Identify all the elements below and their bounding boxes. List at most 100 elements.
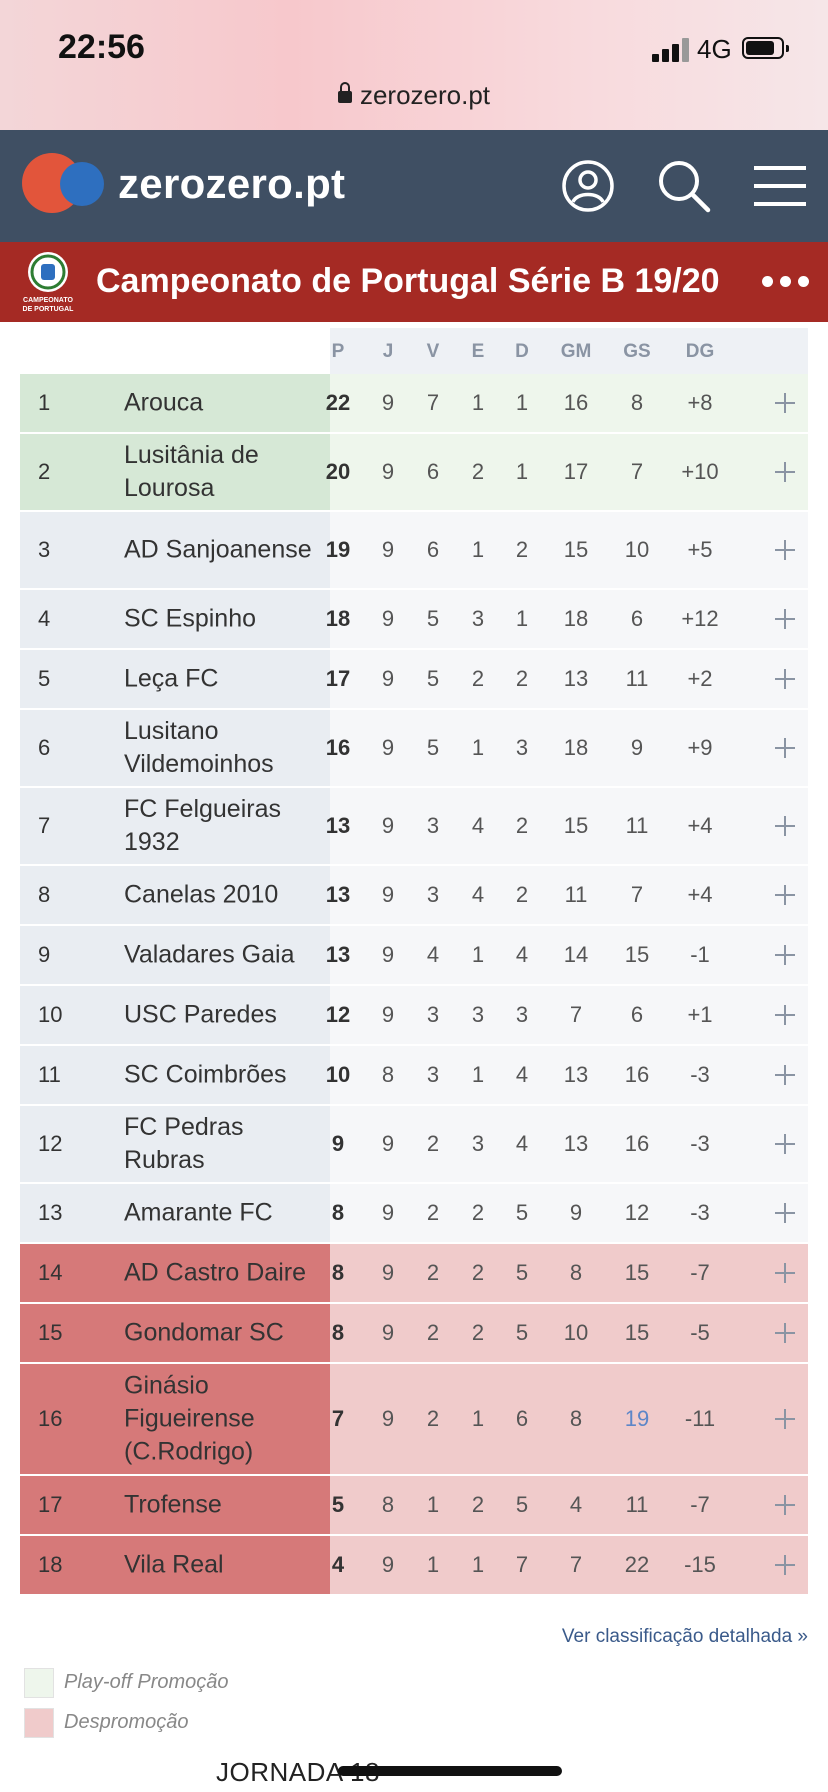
standings-table: P J V E D GM GS DG 1 Arouca 22 9 7 1 1 16 8 +8 2 Lusitânia… (20, 328, 808, 1596)
team-name[interactable]: Trofense (124, 1490, 222, 1519)
team-name[interactable]: Vila Real (124, 1550, 224, 1579)
expand-row-icon[interactable] (775, 462, 795, 482)
stat-p: 22 (325, 390, 351, 415)
expand-row-icon[interactable] (775, 669, 795, 689)
stat-j: 9 (381, 882, 395, 907)
stat-p: 13 (325, 942, 351, 967)
table-row[interactable]: 3 AD Sanjoanense 19 9 6 1 2 15 10 +5 (20, 512, 808, 590)
expand-row-icon[interactable] (775, 1555, 795, 1575)
team-name[interactable]: AD Castro Daire (124, 1258, 306, 1287)
column-header-dg[interactable]: DG (685, 341, 715, 362)
expand-row-icon[interactable] (775, 1065, 795, 1085)
expand-row-icon[interactable] (775, 1263, 795, 1283)
table-row[interactable]: 2 Lusitânia de Lourosa 20 9 6 2 1 17 7 +10 (20, 434, 808, 512)
position: 4 (38, 606, 51, 631)
table-row[interactable]: 13 Amarante FC 8 9 2 2 5 9 12 -3 (20, 1184, 808, 1244)
team-name[interactable]: SC Coimbrões (124, 1060, 287, 1089)
table-row[interactable]: 18 Vila Real 4 9 1 1 7 7 22 -15 (20, 1536, 808, 1596)
table-row[interactable]: 5 Leça FC 17 9 5 2 2 13 11 +2 (20, 650, 808, 710)
expand-row-icon[interactable] (775, 1134, 795, 1154)
team-name[interactable]: Arouca (124, 388, 204, 417)
table-body: 1 Arouca 22 9 7 1 1 16 8 +8 2 Lusitânia de Lourosa 2… (20, 374, 808, 1596)
stat-dg: -15 (684, 1552, 716, 1577)
expand-row-icon[interactable] (775, 1005, 795, 1025)
position: 18 (38, 1552, 63, 1577)
expand-row-icon[interactable] (775, 816, 795, 836)
table-row[interactable]: 12 FC Pedras Rubras 9 9 2 3 4 13 16 -3 (20, 1106, 808, 1184)
expand-row-icon[interactable] (775, 609, 795, 629)
expand-row-icon[interactable] (775, 945, 795, 965)
competition-title[interactable]: Campeonato de Portugal Série B 19/20 (96, 262, 720, 300)
stat-gm: 4 (569, 1492, 583, 1517)
team-name[interactable]: SC Espinho (124, 604, 257, 633)
address-bar[interactable]: zerozero.pt (0, 80, 828, 111)
team-name[interactable]: AD Sanjoanense (124, 535, 312, 564)
table-row[interactable]: 9 Valadares Gaia 13 9 4 1 4 14 15 -1 (20, 926, 808, 986)
team-name[interactable]: Canelas 2010 (124, 880, 279, 909)
stat-gs: 19 (624, 1406, 650, 1431)
table-row[interactable]: 16 Ginásio Figueirense (C.Rodrigo) 7 9 2 1 6 8 1… (20, 1364, 808, 1476)
column-header-p[interactable]: P (331, 341, 345, 362)
stat-j: 9 (381, 942, 395, 967)
team-name[interactable]: Amarante FC (124, 1198, 273, 1227)
table-row[interactable]: 8 Canelas 2010 13 9 3 4 2 11 7 +4 (20, 866, 808, 926)
position: 11 (38, 1062, 61, 1087)
stat-gm: 16 (563, 390, 589, 415)
table-row[interactable]: 7 FC Felgueiras 1932 13 9 3 4 2 15 11 +4 (20, 788, 808, 866)
menu-icon[interactable] (752, 158, 808, 214)
stat-e: 1 (471, 1552, 485, 1577)
stat-p: 7 (331, 1406, 345, 1431)
table-row[interactable]: 6 Lusitano Vildemoinhos 16 9 5 1 3 18 9 +9 (20, 710, 808, 788)
column-header-d[interactable]: D (515, 341, 529, 362)
stat-j: 9 (381, 735, 395, 760)
team-name[interactable]: FC Pedras Rubras (124, 1113, 244, 1174)
user-icon[interactable] (560, 158, 616, 214)
column-header-gm[interactable]: GM (560, 341, 592, 362)
stat-gs: 16 (624, 1062, 650, 1087)
team-name[interactable]: Gondomar SC (124, 1318, 284, 1347)
position: 3 (38, 537, 51, 562)
stat-d: 4 (515, 942, 529, 967)
stat-gm: 7 (569, 1002, 583, 1027)
expand-row-icon[interactable] (775, 393, 795, 413)
table-row[interactable]: 1 Arouca 22 9 7 1 1 16 8 +8 (20, 374, 808, 434)
home-indicator[interactable] (338, 1766, 562, 1776)
team-name[interactable]: Lusitânia de Lourosa (124, 441, 259, 502)
stat-gm: 13 (563, 666, 589, 691)
stat-dg: +1 (687, 1002, 713, 1027)
table-row[interactable]: 17 Trofense 5 8 1 2 5 4 11 -7 (20, 1476, 808, 1536)
expand-row-icon[interactable] (775, 540, 795, 560)
table-row[interactable]: 4 SC Espinho 18 9 5 3 1 18 6 +12 (20, 590, 808, 650)
column-header-j[interactable]: J (382, 341, 394, 362)
expand-row-icon[interactable] (775, 1495, 795, 1515)
team-name[interactable]: Lusitano Vildemoinhos (124, 717, 274, 778)
position: 6 (38, 735, 51, 760)
team-name[interactable]: Ginásio Figueirense (C.Rodrigo) (124, 1371, 255, 1466)
table-row[interactable]: 15 Gondomar SC 8 9 2 2 5 10 15 -5 (20, 1304, 808, 1364)
expand-row-icon[interactable] (775, 1203, 795, 1223)
column-header-gs[interactable]: GS (623, 341, 651, 362)
stat-gs: 15 (624, 942, 650, 967)
column-header-v[interactable]: V (426, 341, 440, 362)
stat-d: 2 (515, 882, 529, 907)
team-name[interactable]: Valadares Gaia (124, 940, 295, 969)
stat-dg: +5 (687, 537, 713, 562)
table-row[interactable]: 14 AD Castro Daire 8 9 2 2 5 8 15 -7 (20, 1244, 808, 1304)
team-name[interactable]: USC Paredes (124, 1000, 277, 1029)
expand-row-icon[interactable] (775, 1409, 795, 1429)
stat-gm: 7 (569, 1552, 583, 1577)
table-row[interactable]: 11 SC Coimbrões 10 8 3 1 4 13 16 -3 (20, 1046, 808, 1106)
stat-j: 9 (381, 1260, 395, 1285)
competition-logo[interactable]: CAMPEONATO DE PORTUGAL (18, 250, 78, 314)
search-icon[interactable] (656, 158, 712, 214)
more-options-icon[interactable] (762, 276, 810, 288)
expand-row-icon[interactable] (775, 738, 795, 758)
stat-e: 3 (471, 1131, 485, 1156)
detailed-standings-link[interactable]: Ver classificação detalhada » (561, 1626, 808, 1647)
team-name[interactable]: FC Felgueiras 1932 (124, 795, 281, 856)
table-row[interactable]: 10 USC Paredes 12 9 3 3 3 7 6 +1 (20, 986, 808, 1046)
expand-row-icon[interactable] (775, 1323, 795, 1343)
team-name[interactable]: Leça FC (124, 664, 219, 693)
expand-row-icon[interactable] (775, 885, 795, 905)
column-header-e[interactable]: E (471, 341, 485, 362)
